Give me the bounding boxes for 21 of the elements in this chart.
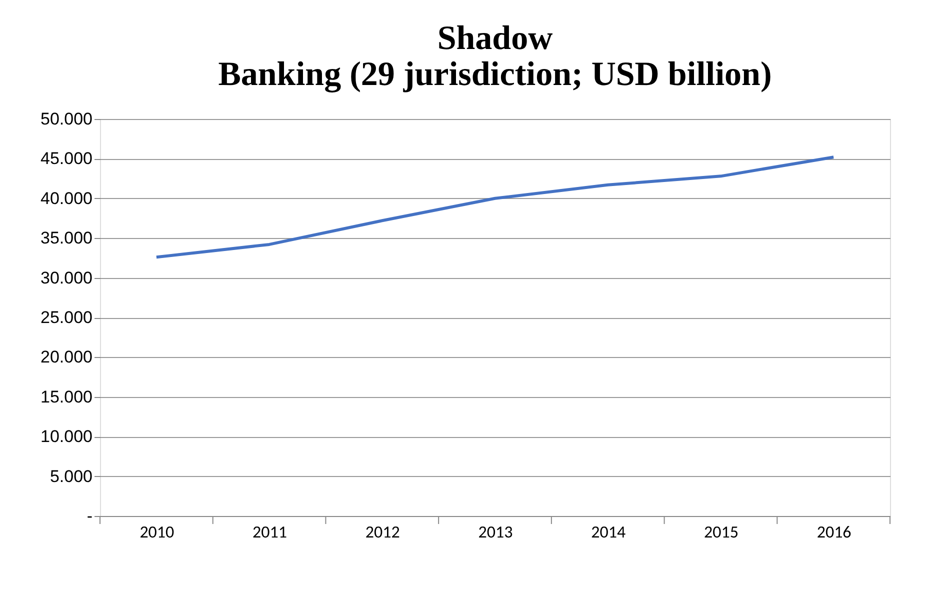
y-tick-label: 30.000 bbox=[40, 268, 92, 288]
y-tick-label: 35.000 bbox=[40, 228, 92, 248]
y-tick-label: 20.000 bbox=[40, 348, 92, 367]
x-tick-label: 2013 bbox=[478, 522, 513, 542]
y-tick-label: 40.000 bbox=[40, 188, 92, 208]
y-tick-label: 50.000 bbox=[40, 110, 92, 128]
text: Banking (29 jurisdiction; USD billion) bbox=[218, 56, 772, 93]
x-tick-label: 2011 bbox=[252, 522, 288, 542]
y-tick-label: 45.000 bbox=[40, 149, 92, 168]
x-tick-label: 2015 bbox=[704, 522, 738, 542]
x-tick-label: 2012 bbox=[365, 522, 400, 542]
y-tick-label: 15.000 bbox=[40, 387, 92, 406]
y-tick-label: - bbox=[86, 506, 92, 526]
text: Shadow bbox=[437, 20, 553, 57]
x-tick-label: 2016 bbox=[816, 522, 852, 542]
line-series bbox=[154, 156, 836, 259]
x-tick-label: 2010 bbox=[140, 522, 175, 542]
y-tick-label: 25.000 bbox=[40, 308, 92, 327]
x-tick-label: 2014 bbox=[591, 522, 626, 542]
y-tick-label: 5.000 bbox=[50, 466, 92, 486]
y-tick-label: 10.000 bbox=[40, 427, 92, 446]
